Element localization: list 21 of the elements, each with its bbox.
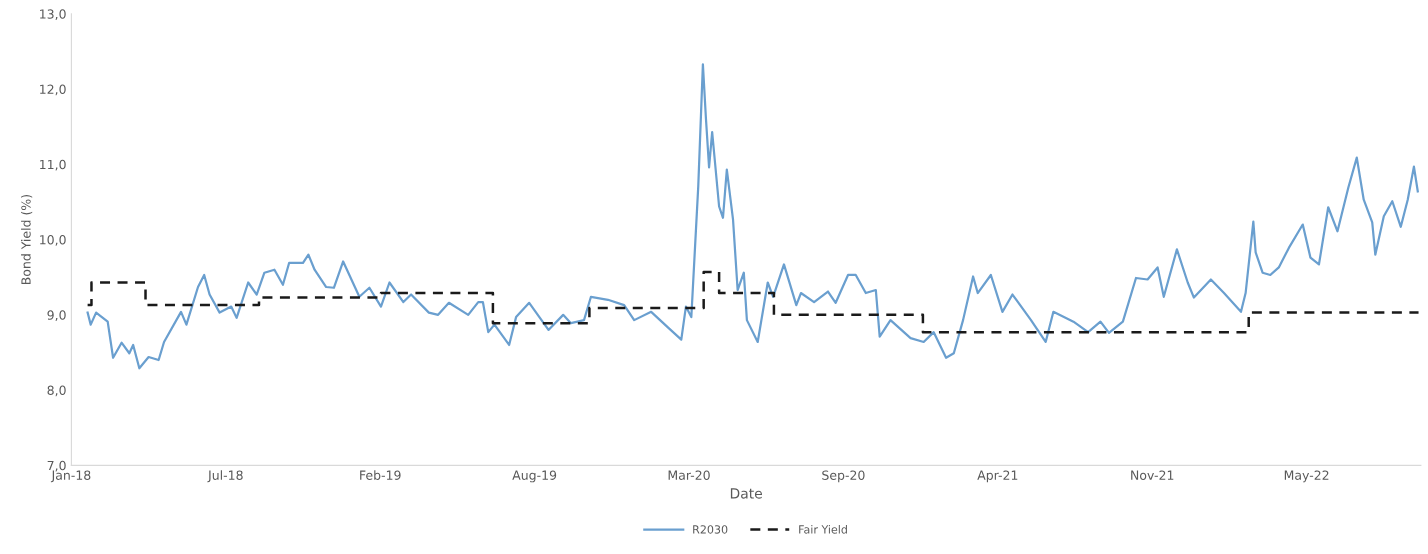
x-tick-label: Nov-21 bbox=[1131, 470, 1174, 480]
x-tick-label: May-22 bbox=[1284, 470, 1329, 483]
line-series bbox=[86, 63, 1419, 370]
y-tick-label: 9,0 bbox=[47, 310, 66, 322]
x-tick-label: Sep-20 bbox=[822, 470, 865, 483]
x-tick-label: Jul-18 bbox=[207, 470, 243, 483]
y-axis-title: Bond Yield (%) bbox=[21, 194, 33, 285]
x-tick-label: Apr-21 bbox=[977, 470, 1018, 483]
x-tick-label: Jan-18 bbox=[50, 470, 91, 483]
y-tick-label: 12,0 bbox=[40, 84, 66, 96]
x-tick-label: Aug-19 bbox=[512, 470, 557, 483]
y-tick-label: 8,0 bbox=[47, 385, 66, 397]
y-tick-label: 10,0 bbox=[40, 235, 66, 246]
y-tick-label: 7,0 bbox=[47, 460, 66, 472]
x-tick-label: Mar-20 bbox=[668, 470, 710, 480]
y-tick-label: 11,0 bbox=[40, 159, 66, 171]
x-tick-label: Feb-19 bbox=[360, 470, 401, 480]
y-tick-label: 13,0 bbox=[40, 9, 66, 21]
x-axis-title: Date bbox=[730, 488, 762, 499]
legend-label: Fair Yield bbox=[799, 525, 847, 534]
legend-label: R2030 bbox=[693, 525, 728, 534]
